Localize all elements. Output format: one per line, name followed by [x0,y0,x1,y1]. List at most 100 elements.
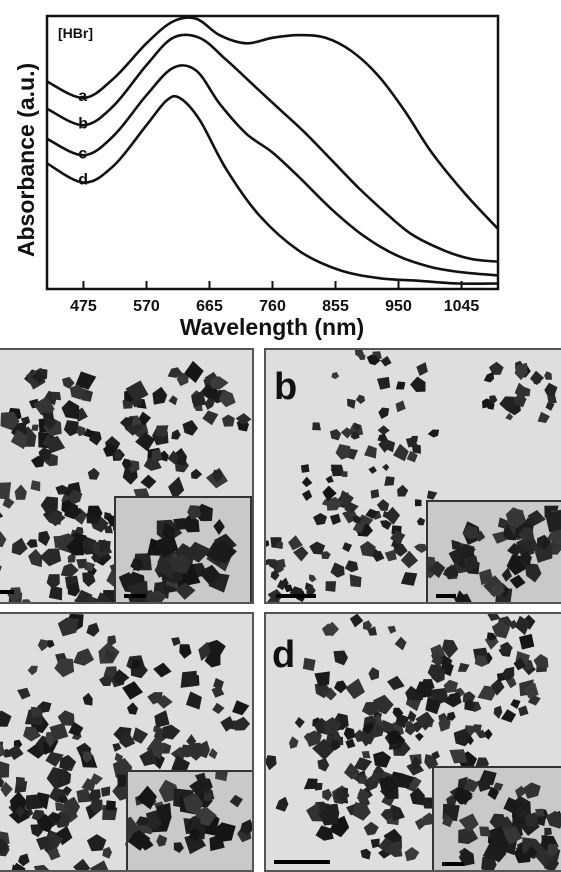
nanoparticle [88,789,101,804]
nanoparticle [62,786,72,797]
nanoparticle [191,468,203,480]
nanoparticle [122,681,143,700]
nanoparticle [410,376,426,392]
nanoparticle [121,458,132,469]
nanoparticle [189,778,211,797]
nanoparticle [453,786,472,805]
nanoparticle [369,354,381,366]
nanoparticle [60,563,79,578]
nanoparticle [185,691,202,710]
nanoparticle [456,590,466,602]
nanoparticle [49,812,62,823]
hbr-annotation: [HBr] [58,25,93,41]
nanoparticle [395,400,406,413]
nanoparticle [334,680,348,694]
nanoparticle [49,722,69,741]
nanoparticle [357,776,368,785]
particle-field [266,350,561,602]
nanoparticle [268,600,272,602]
nanoparticle [489,813,508,831]
nanoparticle [514,382,528,401]
nanoparticle [449,749,468,764]
inset-micrograph-a [114,496,252,604]
nanoparticle [167,367,183,378]
nanoparticle [73,648,94,666]
nanoparticle [289,736,299,749]
inset-particle-field [116,498,250,604]
nanoparticle [55,484,69,495]
nanoparticle [48,585,63,601]
nanoparticle [414,732,424,742]
nanoparticle [506,677,517,689]
nanoparticle [140,602,154,604]
nanoparticle [198,641,211,662]
nanoparticle [31,424,39,431]
nanoparticle [11,537,28,556]
nanoparticle [412,756,421,770]
nanoparticle [215,772,228,782]
nanoparticle [486,632,497,641]
nanoparticle [84,561,96,572]
nanoparticle [168,395,178,406]
nanoparticle [38,447,51,461]
nanoparticle [146,737,166,760]
nanoparticle [431,667,445,683]
nanoparticle [235,716,251,731]
inset-particle-field [128,772,252,870]
nanoparticle [153,662,172,678]
nanoparticle [240,819,252,835]
nanoparticle [266,755,277,771]
x-tick-label: 665 [196,298,223,315]
nanoparticle [189,827,201,841]
nanoparticle [67,489,83,505]
nanoparticle [393,443,409,462]
nanoparticle [204,398,216,410]
nanoparticle [102,846,112,859]
nanoparticle [167,450,180,465]
nanoparticle [425,698,442,715]
x-tick-label: 855 [322,298,349,315]
nanoparticle [213,677,224,691]
nanoparticle [293,546,309,562]
nanoparticle [524,563,542,583]
nanoparticle [442,566,459,579]
nanoparticle [119,417,134,429]
nanoparticle [382,510,390,519]
nanoparticle [82,692,93,706]
nanoparticle [331,372,340,380]
nanoparticle [266,596,280,602]
nanoparticle [466,736,474,746]
nanoparticle [23,726,41,742]
nanoparticle [380,520,392,530]
nanoparticle [329,513,341,525]
nanoparticle [301,489,313,501]
nanoparticle [344,560,359,573]
nanoparticle [330,562,345,578]
nanoparticle [384,549,397,562]
nanoparticle [173,842,184,853]
nanoparticle [365,508,379,519]
nanoparticle [218,389,236,408]
nanoparticle [135,432,156,452]
nanoparticle [335,444,351,460]
nanoparticle [380,355,392,367]
nanoparticle [438,716,451,732]
nanoparticle [198,564,221,585]
nanoparticle [483,371,495,383]
nanoparticle [537,816,546,826]
nanoparticle [71,507,88,525]
nanoparticle [0,781,13,798]
nanoparticle [492,614,495,616]
nanoparticle [507,543,523,557]
nanoparticle [519,551,532,566]
nanoparticle [387,625,397,634]
nanoparticle [168,554,193,574]
nanoparticle [545,510,561,533]
nanoparticle [26,539,38,548]
nanoparticle [431,750,440,760]
nanoparticle [145,591,160,602]
nanoparticle [513,657,527,671]
nanoparticle [405,723,416,736]
nanoparticle [409,787,425,806]
